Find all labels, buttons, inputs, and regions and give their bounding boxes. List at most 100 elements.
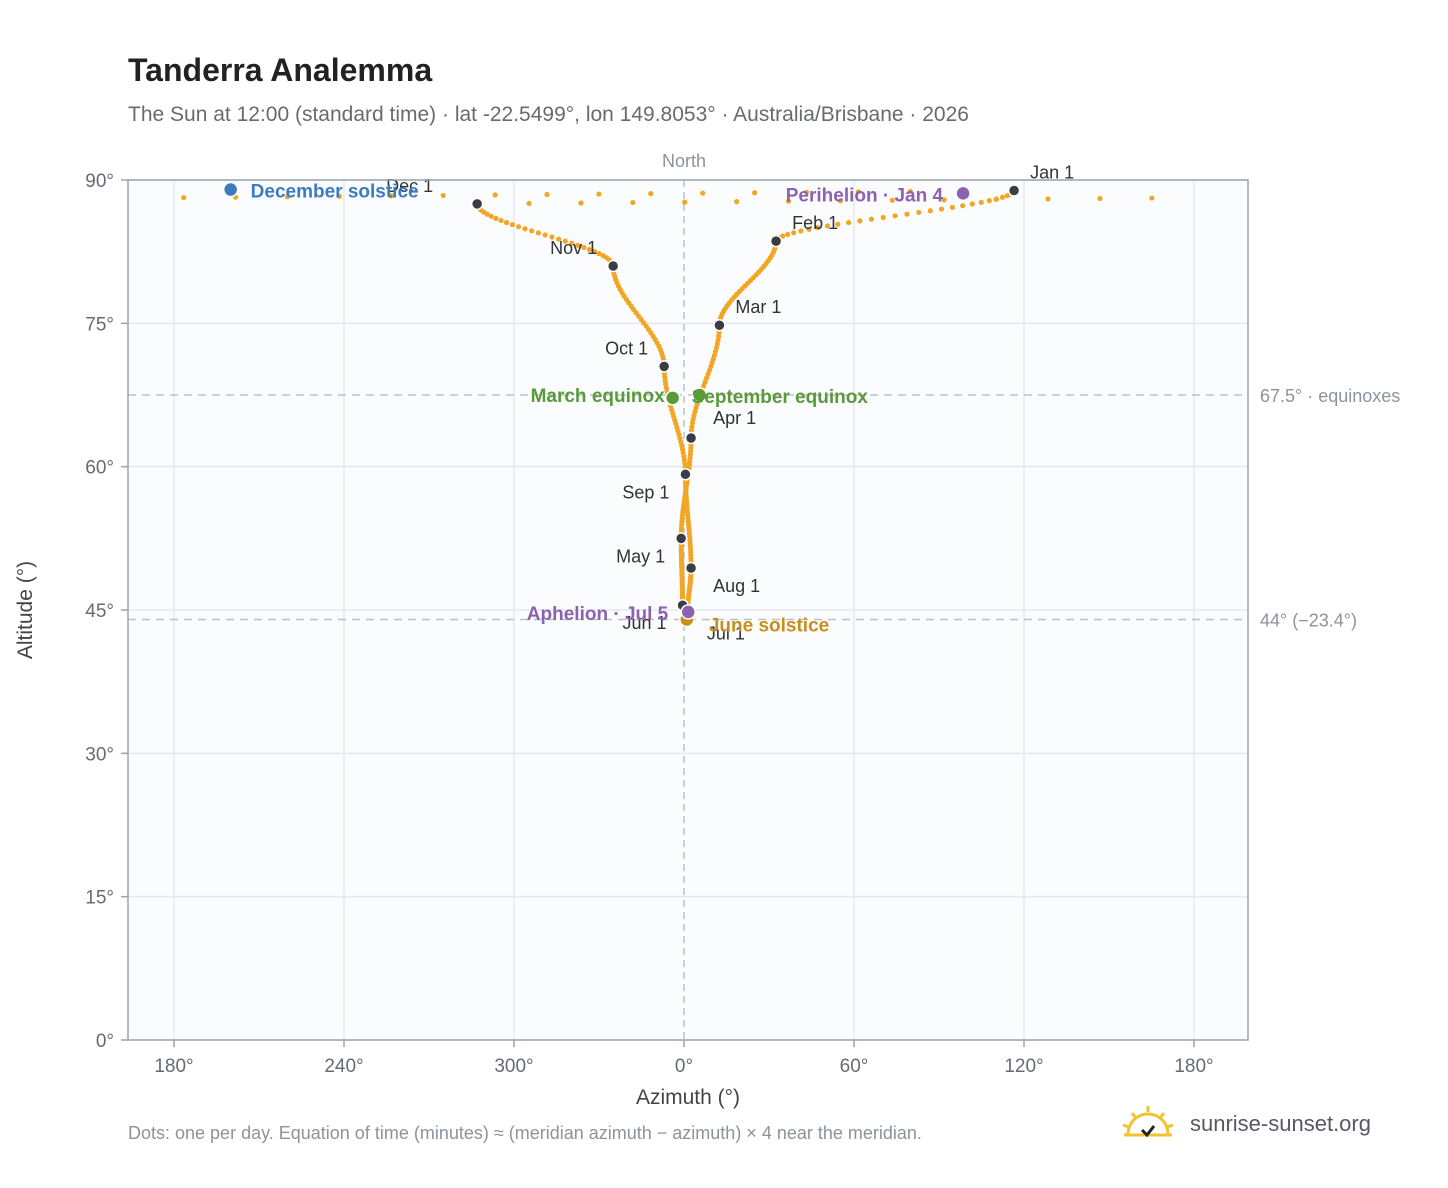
day-dot: [927, 208, 933, 214]
day-dot: [549, 234, 555, 240]
chart-subtitle: The Sun at 12:00 (standard time) · lat -…: [128, 103, 969, 126]
day-dot: [868, 216, 875, 222]
day-dot: [526, 200, 532, 207]
event-label: June solstice: [709, 616, 829, 637]
day-dot: [969, 201, 975, 207]
day-dot: [498, 217, 504, 224]
day-dot: [734, 199, 740, 205]
month-label: Jan 1: [1030, 163, 1074, 183]
day-dot: [798, 228, 804, 234]
day-dot: [575, 242, 581, 248]
event-label: September equinox: [692, 387, 869, 408]
day-dot: [569, 240, 575, 246]
day-dot: [1004, 192, 1011, 199]
day-dot: [904, 211, 910, 217]
event-label: Aphelion · Jul 5: [527, 604, 669, 625]
event-label: March equinox: [531, 386, 666, 407]
y-axis-ticks: 0° 15° 30° 45° 60° 75° 90°: [85, 171, 128, 1052]
month-marker: [684, 431, 698, 445]
day-dot: [596, 191, 602, 197]
day-dot: [785, 231, 791, 238]
day-dot: [503, 219, 510, 226]
day-dot: [855, 189, 861, 195]
day-dot: [806, 226, 812, 232]
day-dot: [700, 190, 706, 196]
day-dot: [938, 206, 945, 212]
day-dot: [791, 230, 797, 236]
month-marker: [470, 197, 484, 211]
day-dot: [492, 192, 498, 198]
day-dot: [835, 221, 841, 227]
day-dot: [509, 221, 516, 228]
day-dot: [993, 196, 999, 203]
day-dot: [949, 204, 955, 210]
sun-logo-icon: [1122, 1106, 1174, 1138]
y-tick-label: 30°: [85, 744, 114, 765]
month-marker: [674, 532, 688, 545]
footnote: Dots: one per day. Equation of time (min…: [128, 1123, 922, 1143]
month-label: Dec 1: [386, 176, 433, 196]
x-tick-label: 300°: [494, 1056, 533, 1077]
day-dot: [600, 253, 606, 259]
event-label: Perihelion · Jan 4: [786, 185, 944, 206]
reference-line-label: 67.5° · equinoxes: [1260, 386, 1400, 406]
day-dot: [682, 199, 688, 205]
day-dot: [529, 228, 535, 234]
event-marker: [222, 181, 239, 198]
event-markers: December solstice June solstice March equi…: [222, 181, 971, 637]
y-axis-title: Altitude (°): [14, 561, 37, 659]
x-tick-label: 180°: [154, 1056, 193, 1077]
reference-line-label: 44° (−23.4°): [1260, 611, 1357, 631]
day-dot: [493, 215, 499, 221]
day-dot: [960, 203, 966, 209]
x-tick-label: 240°: [324, 1056, 363, 1077]
day-dot: [1149, 195, 1155, 201]
day-dot: [880, 214, 886, 221]
x-axis-title: Azimuth (°): [636, 1086, 740, 1109]
day-dot: [941, 197, 947, 203]
month-label: Jun 1: [623, 613, 667, 633]
day-dot: [1045, 196, 1051, 202]
month-marker: [684, 561, 698, 575]
day-dot: [889, 197, 895, 203]
day-dot: [542, 232, 548, 238]
month-marker: [1007, 184, 1021, 197]
y-tick-label: 75°: [85, 314, 114, 335]
month-marker: [606, 259, 620, 273]
y-tick-label: 15°: [85, 888, 114, 909]
day-dot: [689, 424, 695, 430]
day-dot: [562, 238, 568, 244]
day-dot: [907, 188, 913, 195]
day-dot: [181, 195, 187, 201]
day-dot: [824, 223, 831, 229]
month-label: Nov 1: [550, 238, 597, 258]
day-dot: [815, 225, 821, 231]
month-marker: [713, 318, 726, 332]
x-axis-ticks: 180° 240° 300° 0° 60° 120° 180°: [154, 1040, 1214, 1077]
y-tick-label: 0°: [96, 1031, 114, 1052]
month-label: Jul 1: [707, 624, 745, 644]
day-dot: [535, 230, 541, 236]
day-dot: [591, 248, 598, 255]
day-dot: [596, 250, 602, 257]
x-tick-label: 180°: [1174, 1056, 1213, 1077]
brand[interactable]: sunrise-sunset.org: [1120, 1102, 1371, 1146]
day-dot: [388, 193, 394, 199]
month-markers: Jan 1 Feb 1 Mar 1 Apr 1 May 1 Jun 1 Jul 1 Aug 1…: [386, 163, 1074, 644]
day-dot: [1097, 195, 1103, 202]
day-dot: [846, 219, 852, 226]
day-dot: [648, 191, 654, 197]
north-label: North: [662, 151, 706, 171]
day-dot: [716, 330, 722, 336]
day-dot: [488, 213, 494, 219]
day-dot: [284, 194, 291, 200]
day-dot: [630, 199, 636, 206]
month-label: Feb 1: [792, 213, 838, 233]
x-tick-label: 60°: [840, 1056, 869, 1077]
month-label: Mar 1: [735, 297, 781, 317]
day-dot: [516, 224, 522, 230]
day-dot: [556, 236, 562, 242]
day-dot: [978, 199, 984, 205]
y-tick-label: 90°: [85, 171, 114, 192]
